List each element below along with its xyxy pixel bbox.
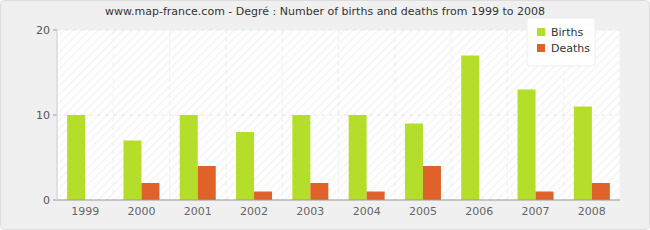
legend-swatch (537, 44, 545, 52)
bar (574, 107, 592, 201)
x-tick-label: 2003 (296, 205, 324, 218)
x-axis (57, 200, 620, 201)
legend-swatch (537, 28, 545, 36)
title: www.map-france.com - Degré : Number of b… (105, 5, 545, 18)
y-axis (57, 30, 58, 200)
legend: Births Deaths (527, 18, 595, 66)
bar (310, 183, 328, 200)
x-tick-label: 2008 (578, 205, 606, 218)
legend-label: Deaths (551, 42, 590, 55)
bar (123, 141, 141, 201)
bars (67, 56, 610, 201)
bar (292, 115, 310, 200)
grid-line-x (113, 30, 114, 200)
grid-line-x (225, 30, 226, 200)
x-tick-label: 2004 (353, 205, 381, 218)
bar (254, 192, 272, 201)
grid-line-x (282, 30, 283, 200)
bar (518, 90, 536, 201)
chart-container: www.map-france.com - Degré : Number of b… (0, 0, 650, 230)
legend-box (527, 18, 595, 66)
x-tick-label: 2007 (522, 205, 550, 218)
grid-line-x (394, 30, 395, 200)
bar (236, 132, 254, 200)
y-tick-label: 0 (43, 194, 50, 207)
bar (461, 56, 479, 201)
grid-line-x (620, 30, 621, 200)
bar (405, 124, 423, 201)
grid-line-x (57, 30, 58, 200)
bar (423, 166, 441, 200)
grid-line-x (338, 30, 339, 200)
grid-line-x (507, 30, 508, 200)
y-tick-label: 10 (36, 109, 50, 122)
bar (141, 183, 159, 200)
x-tick-label: 2002 (240, 205, 268, 218)
y-tick (53, 200, 57, 201)
x-tick-label: 2006 (465, 205, 493, 218)
bar (198, 166, 216, 200)
background (1, 1, 650, 230)
bar (536, 192, 554, 201)
grid-line (57, 200, 620, 201)
y-tick (53, 30, 57, 31)
grid-line-x (451, 30, 452, 200)
chart-svg: www.map-france.com - Degré : Number of b… (0, 0, 650, 230)
bar (592, 183, 610, 200)
legend-label: Births (551, 26, 583, 39)
x-tick-label: 2000 (127, 205, 155, 218)
grid-line-x (169, 30, 170, 200)
bar (67, 115, 85, 200)
bar (367, 192, 385, 201)
y-tick-label: 20 (36, 24, 50, 37)
bar (349, 115, 367, 200)
x-tick-label: 1999 (71, 205, 99, 218)
x-tick-label: 2001 (184, 205, 212, 218)
bar (180, 115, 198, 200)
y-tick (53, 115, 57, 116)
x-tick-label: 2005 (409, 205, 437, 218)
